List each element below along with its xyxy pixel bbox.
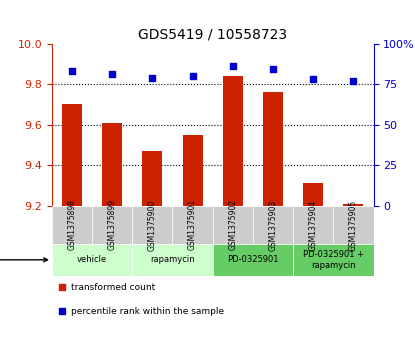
Bar xyxy=(62,104,82,206)
Point xyxy=(149,75,156,81)
Point xyxy=(229,64,236,69)
FancyBboxPatch shape xyxy=(132,206,173,244)
FancyBboxPatch shape xyxy=(173,206,213,244)
Text: protocol: protocol xyxy=(0,255,48,265)
Text: GSM1375905: GSM1375905 xyxy=(349,199,358,250)
Text: GSM1375902: GSM1375902 xyxy=(228,199,237,250)
FancyBboxPatch shape xyxy=(333,206,374,244)
Text: rapamycin: rapamycin xyxy=(150,255,195,264)
Text: GSM1375903: GSM1375903 xyxy=(269,199,278,250)
Point xyxy=(189,73,196,79)
Text: vehicle: vehicle xyxy=(77,255,107,264)
Title: GDS5419 / 10558723: GDS5419 / 10558723 xyxy=(138,27,287,41)
Point xyxy=(58,285,65,290)
FancyBboxPatch shape xyxy=(52,244,132,276)
Point xyxy=(58,308,65,314)
Text: GSM1375898: GSM1375898 xyxy=(68,199,76,250)
Point xyxy=(350,78,357,84)
FancyBboxPatch shape xyxy=(293,244,374,276)
Point xyxy=(310,76,317,82)
Point xyxy=(68,68,75,74)
Text: PD-0325901 +
rapamycin: PD-0325901 + rapamycin xyxy=(303,250,364,270)
Point xyxy=(270,66,276,72)
Bar xyxy=(303,183,323,206)
Bar xyxy=(263,92,283,206)
Text: transformed count: transformed count xyxy=(71,283,156,292)
Text: GSM1375904: GSM1375904 xyxy=(309,199,318,250)
FancyBboxPatch shape xyxy=(213,244,293,276)
Text: PD-0325901: PD-0325901 xyxy=(227,255,278,264)
FancyBboxPatch shape xyxy=(253,206,293,244)
Text: percentile rank within the sample: percentile rank within the sample xyxy=(71,307,224,316)
Bar xyxy=(142,151,162,206)
Text: GSM1375900: GSM1375900 xyxy=(148,199,157,250)
FancyBboxPatch shape xyxy=(92,206,132,244)
FancyBboxPatch shape xyxy=(213,206,253,244)
Text: GSM1375901: GSM1375901 xyxy=(188,199,197,250)
Bar xyxy=(223,76,243,206)
FancyBboxPatch shape xyxy=(52,206,92,244)
Point xyxy=(109,72,115,77)
Bar xyxy=(343,204,364,206)
Bar xyxy=(183,135,203,206)
Bar xyxy=(102,123,122,206)
Text: GSM1375899: GSM1375899 xyxy=(107,199,117,250)
FancyBboxPatch shape xyxy=(132,244,213,276)
FancyBboxPatch shape xyxy=(293,206,333,244)
